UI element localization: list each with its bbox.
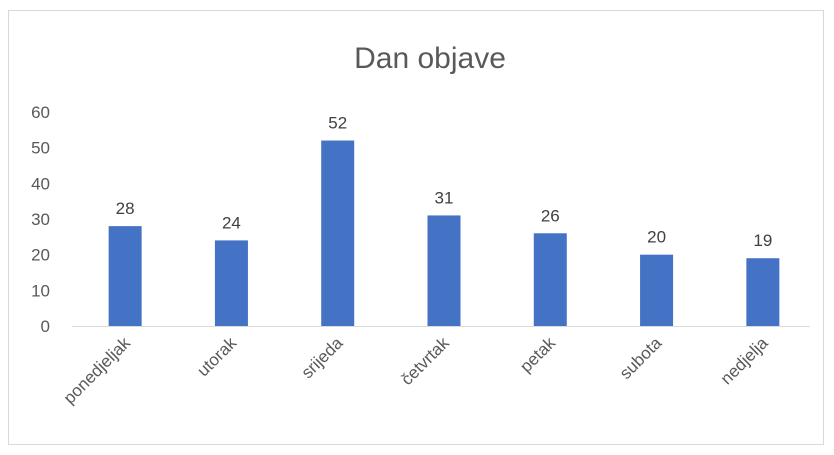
y-tick-label: 30 (31, 210, 50, 229)
bar-subota (640, 254, 674, 326)
category-label-srijeda: srijeda (298, 333, 347, 382)
data-label-četvrtak: 31 (435, 188, 454, 207)
data-label-nedjelja: 19 (753, 231, 772, 250)
category-label-četvrtak: četvrtak (397, 333, 453, 389)
chart-frame (8, 10, 824, 445)
data-label-petak: 26 (541, 206, 560, 225)
bar-utorak (214, 240, 248, 326)
bars (108, 140, 780, 326)
category-label-ponedjeljak: ponedjeljak (60, 333, 135, 408)
y-tick-label: 40 (31, 174, 50, 193)
bar-petak (533, 233, 567, 326)
category-label-nedjelja: nedjelja (717, 333, 772, 388)
category-label-petak: petak (516, 333, 559, 376)
bar-ponedjeljak (108, 226, 142, 326)
category-label-utorak: utorak (193, 333, 240, 380)
category-labels: ponedjeljak utorak srijeda četvrtak petak sub… (60, 333, 772, 408)
data-label-srijeda: 52 (328, 114, 347, 133)
data-label-ponedjeljak: 28 (116, 199, 135, 218)
data-label-subota: 20 (647, 228, 666, 247)
data-label-utorak: 24 (222, 213, 241, 232)
bar-srijeda (321, 140, 355, 326)
y-tick-label: 20 (31, 246, 50, 265)
chart-title: Dan objave (354, 42, 506, 75)
y-tick-label: 0 (41, 317, 50, 336)
bar-nedjelja (746, 258, 780, 326)
bar-četvrtak (427, 215, 461, 326)
category-label-subota: subota (616, 333, 666, 383)
y-tick-label: 60 (31, 103, 50, 122)
y-tick-label: 10 (31, 281, 50, 300)
y-axis-ticks: 0 10 20 30 40 50 60 (31, 103, 50, 336)
y-tick-label: 50 (31, 139, 50, 158)
data-labels: 28 24 52 31 26 20 19 (116, 114, 773, 251)
